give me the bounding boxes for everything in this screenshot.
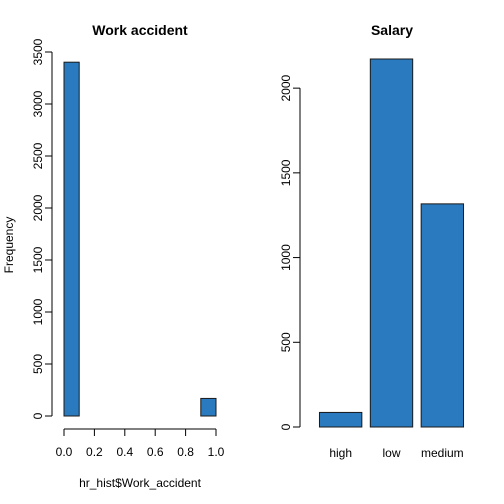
x-tick-label: 0.4 [116, 445, 133, 459]
salary-bar-chart: Salary 0 500 1000 1500 2000 high low medium [279, 22, 465, 460]
category-label-low: low [382, 446, 400, 460]
x-tick-label: 0.0 [56, 445, 73, 459]
histogram-bar [63, 61, 80, 417]
x-category-labels-salary: high low medium [329, 446, 463, 460]
y-axis-salary: 0 500 1000 1500 2000 [279, 74, 301, 430]
histogram-bars [63, 61, 217, 417]
y-tick-label: 2500 [31, 142, 45, 169]
y-tick-label: 0 [31, 412, 45, 419]
x-axis-label-work-accident: hr_hist$Work_accident [79, 476, 202, 490]
y-tick-label: 3500 [31, 38, 45, 65]
category-label-medium: medium [421, 446, 464, 460]
chart-title-work-accident: Work accident [92, 22, 188, 38]
category-label-high: high [329, 446, 352, 460]
y-tick-label: 2000 [31, 194, 45, 221]
y-tick-label: 3000 [31, 90, 45, 117]
salary-bar-medium [420, 203, 465, 428]
x-tick-label: 0.2 [86, 445, 103, 459]
y-tick-label: 500 [279, 332, 293, 352]
work-accident-histogram: Work accident hr_hist$Work_accident Freq… [2, 22, 225, 490]
y-tick-label: 1000 [31, 298, 45, 325]
x-axis-work-accident: 0.0 0.2 0.4 0.6 0.8 1.0 [56, 428, 225, 459]
y-tick-label: 1500 [279, 159, 293, 186]
y-tick-label: 1500 [31, 246, 45, 273]
histogram-bar [200, 397, 217, 417]
salary-bar-high [318, 411, 363, 428]
x-tick-label: 1.0 [208, 445, 225, 459]
y-tick-label: 2000 [279, 74, 293, 101]
salary-bar-low [369, 58, 414, 428]
x-tick-label: 0.8 [177, 445, 194, 459]
y-axis-label-frequency: Frequency [2, 217, 16, 274]
chart-title-salary: Salary [371, 22, 413, 38]
y-tick-label: 500 [31, 354, 45, 374]
y-axis-work-accident: 0 500 1000 1500 2000 2500 3000 3500 [31, 38, 53, 419]
x-tick-label: 0.6 [147, 445, 164, 459]
salary-bars [318, 58, 465, 428]
y-tick-label: 1000 [279, 244, 293, 271]
y-tick-label: 0 [279, 423, 293, 430]
